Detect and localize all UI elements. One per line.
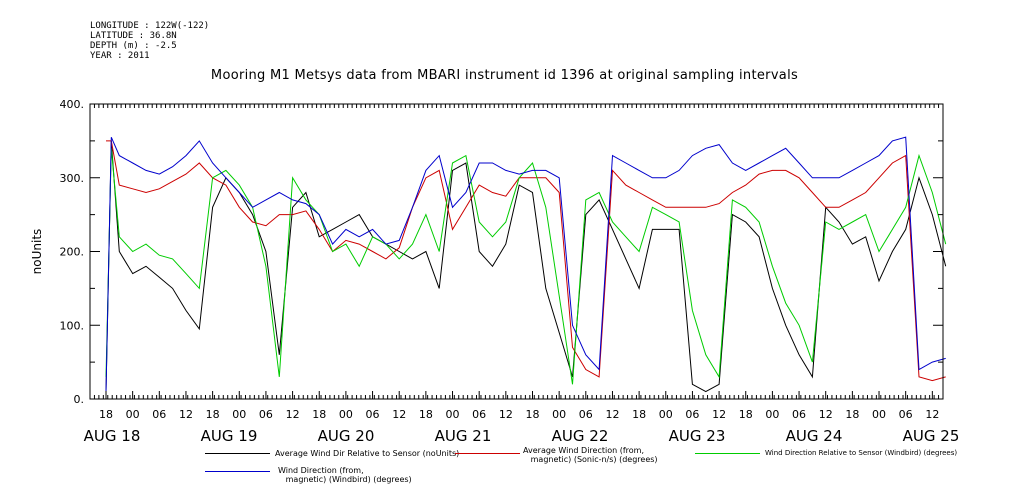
series-line-3 xyxy=(105,136,946,392)
x-tick-label: 00 xyxy=(446,408,460,421)
series-line-2 xyxy=(105,148,947,385)
legend-label-red: Average Wind Direction (from, magnetic) … xyxy=(523,446,658,464)
x-tick-label: 18 xyxy=(845,408,859,421)
y-tick-label: 100. xyxy=(60,319,85,332)
y-tick-label: 200. xyxy=(60,246,85,259)
longitude-text: LONGITUDE : 122W(-122) xyxy=(90,21,210,31)
legend-swatch-red xyxy=(455,453,520,454)
day-label: AUG 21 xyxy=(435,427,492,445)
x-tick-label: 12 xyxy=(286,408,300,421)
latitude-text: LATITUDE : 36.8N xyxy=(90,31,177,41)
x-tick-label: 12 xyxy=(925,408,939,421)
x-tick-label: 00 xyxy=(339,408,353,421)
x-tick-label: 00 xyxy=(126,408,140,421)
x-tick-label: 12 xyxy=(392,408,406,421)
year-text: YEAR : 2011 xyxy=(90,51,150,61)
y-axis-label: noUnits xyxy=(30,229,44,275)
x-tick-label: 18 xyxy=(99,408,113,421)
x-tick-label: 12 xyxy=(712,408,726,421)
legend-label-black: Average Wind Dir Relative to Sensor (noU… xyxy=(275,449,460,458)
x-tick-label: 06 xyxy=(366,408,380,421)
x-tick-label: 06 xyxy=(472,408,486,421)
x-tick-label: 06 xyxy=(579,408,593,421)
day-label: AUG 20 xyxy=(318,427,375,445)
x-tick-label: 12 xyxy=(605,408,619,421)
day-label: AUG 23 xyxy=(669,427,726,445)
metadata-block: LONGITUDE : 122W(-122) LATITUDE : 36.8N … xyxy=(90,21,209,61)
legend-label-blue: Wind Direction (from, magnetic) (Windbir… xyxy=(278,466,412,484)
x-tick-label: 00 xyxy=(872,408,886,421)
x-tick-label: 18 xyxy=(525,408,539,421)
x-tick-label: 00 xyxy=(659,408,673,421)
x-tick-label: 00 xyxy=(552,408,566,421)
y-tick-label: 400. xyxy=(60,98,85,111)
plot-frame xyxy=(89,103,944,400)
day-label: AUG 22 xyxy=(552,427,609,445)
x-tick-label: 06 xyxy=(259,408,273,421)
x-tick-label: 12 xyxy=(819,408,833,421)
day-label: AUG 19 xyxy=(201,427,258,445)
x-tick-label: 00 xyxy=(232,408,246,421)
day-label: AUG 25 xyxy=(903,427,960,445)
x-tick-label: 06 xyxy=(152,408,166,421)
x-tick-label: 00 xyxy=(765,408,779,421)
depth-text: DEPTH (m) : -2.5 xyxy=(90,41,177,51)
legend-swatch-green xyxy=(695,453,760,454)
x-tick-label: 18 xyxy=(419,408,433,421)
x-tick-label: 18 xyxy=(206,408,220,421)
x-tick-label: 18 xyxy=(632,408,646,421)
legend-swatch-blue xyxy=(205,471,270,472)
y-tick-label: 300. xyxy=(60,172,85,185)
x-tick-label: 06 xyxy=(685,408,699,421)
chart-title: Mooring M1 Metsys data from MBARI instru… xyxy=(210,68,799,83)
legend-swatch-black xyxy=(205,453,270,454)
x-tick-label: 12 xyxy=(499,408,513,421)
series-line-0 xyxy=(105,140,947,393)
x-tick-label: 18 xyxy=(739,408,753,421)
day-label: AUG 18 xyxy=(84,427,141,445)
x-tick-label: 06 xyxy=(792,408,806,421)
day-label: AUG 24 xyxy=(786,427,843,445)
x-tick-label: 18 xyxy=(312,408,326,421)
legend-label-green: Wind Direction Relative to Sensor (Windb… xyxy=(765,449,958,457)
x-tick-label: 06 xyxy=(899,408,913,421)
y-tick-label: 0. xyxy=(74,393,85,406)
x-tick-label: 12 xyxy=(179,408,193,421)
